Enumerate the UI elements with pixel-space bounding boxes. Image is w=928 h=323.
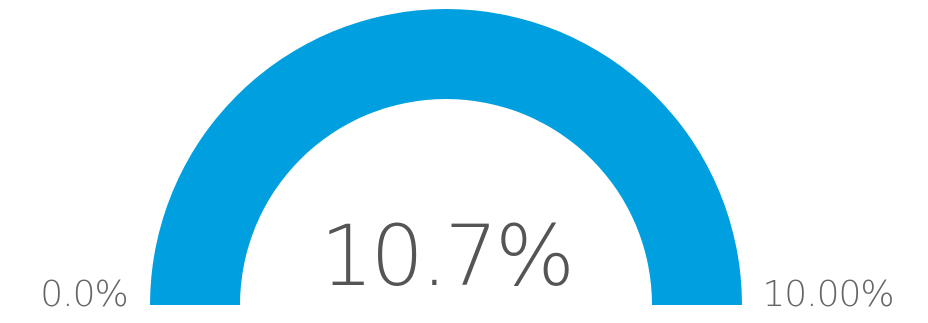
gauge-fill-arc (150, 8, 742, 305)
gauge-max-label: 10.00% (762, 274, 893, 315)
gauge-value-label: 10.7% (320, 207, 572, 305)
gauge-min-label: 0.0% (40, 274, 127, 315)
